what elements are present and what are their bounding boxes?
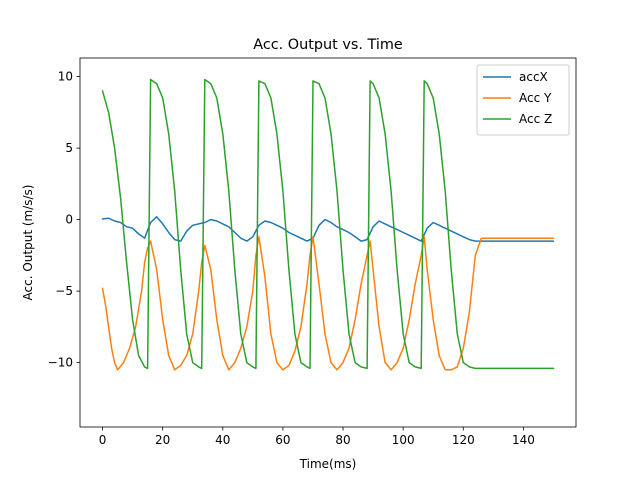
x-tick-label: 100 [392, 433, 415, 447]
plot-frame [79, 57, 577, 428]
y-tick-label: 0 [65, 213, 73, 227]
series-group [101, 78, 555, 371]
y-tick-label: −5 [55, 284, 73, 298]
plot-area [101, 78, 555, 371]
x-axis-title: Time(ms) [299, 457, 357, 471]
legend-label: Acc Y [519, 91, 552, 105]
x-tick-label: 120 [452, 433, 475, 447]
legend-label: Acc Z [519, 112, 552, 126]
x-tick-label: 60 [275, 433, 290, 447]
y-tick-label: −10 [48, 356, 73, 370]
axes: 0 20 40 60 80 100 120 140 −10 −5 0 5 10 [48, 57, 577, 447]
legend-label: accX [519, 70, 548, 84]
series-line-0 [101, 216, 555, 242]
x-tick-label: 140 [512, 433, 535, 447]
legend-box [476, 64, 570, 136]
x-tick-label: 40 [215, 433, 230, 447]
chart-title: Acc. Output vs. Time [253, 37, 403, 53]
series-line-1 [101, 236, 555, 371]
y-axis-title: Acc. Output (m/s/s) [21, 185, 35, 301]
x-tick-label: 20 [155, 433, 170, 447]
legend: accX Acc Y Acc Z [476, 64, 570, 136]
x-tick-label: 80 [335, 433, 350, 447]
y-tick-label: 10 [58, 70, 73, 84]
x-tick-label: 0 [99, 433, 107, 447]
y-tick-label: 5 [65, 141, 73, 155]
series-line-2 [101, 78, 555, 370]
